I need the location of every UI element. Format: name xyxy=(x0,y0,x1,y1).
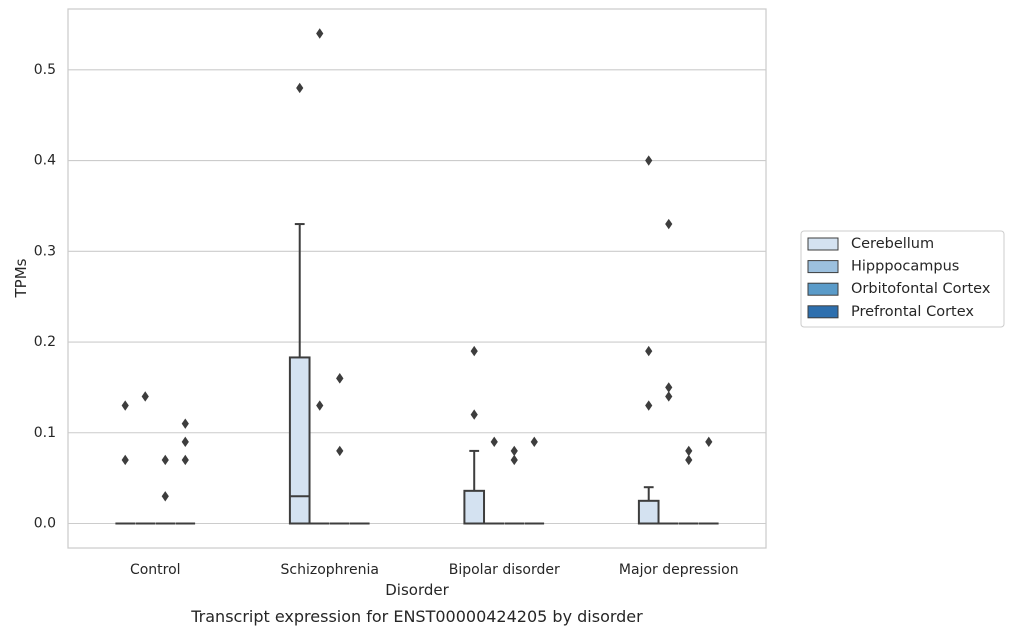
outlier-point xyxy=(161,491,169,502)
y-tick-label: 0.3 xyxy=(34,243,56,259)
outlier-point xyxy=(530,436,538,448)
y-tick-label: 0.4 xyxy=(34,153,56,169)
box-body xyxy=(463,489,486,525)
outlier-point xyxy=(645,345,653,357)
outlier-point xyxy=(665,391,673,402)
outlier-point xyxy=(705,436,713,448)
x-tick-label: Major depression xyxy=(619,562,739,578)
outlier-point xyxy=(685,445,693,457)
outlier-point xyxy=(121,400,129,411)
legend-label: Cerebellum xyxy=(851,236,934,252)
y-tick-label: 0.5 xyxy=(34,62,56,78)
y-tick-label: 0.2 xyxy=(34,334,56,350)
boxes xyxy=(115,223,719,525)
outlier-point xyxy=(316,400,324,411)
outlier-point xyxy=(645,400,653,411)
legend-label: Orbitofontal Cortex xyxy=(851,281,991,297)
box xyxy=(637,486,660,525)
legend-swatch xyxy=(807,305,839,319)
x-tick-label: Bipolar disorder xyxy=(449,562,560,578)
figure-caption: Transcript expression for ENST0000042420… xyxy=(190,607,643,626)
plot-frame xyxy=(67,8,767,549)
box xyxy=(288,223,311,525)
box xyxy=(463,449,486,525)
legend-entry: Orbitofontal Cortex xyxy=(807,281,991,297)
legend: Cerebellum Hipppocampus Orbitofontal Corte… xyxy=(800,230,1005,328)
outlier-point xyxy=(141,391,149,402)
box-body xyxy=(637,499,660,525)
box-body xyxy=(288,356,311,525)
legend-swatch xyxy=(807,282,839,296)
legend-label: Hipppocampus xyxy=(851,259,959,275)
outlier-point xyxy=(685,454,693,466)
outlier-point xyxy=(510,454,518,466)
x-axis-label: Disorder xyxy=(385,581,449,599)
outlier-point xyxy=(181,436,189,448)
x-tick-label: Control xyxy=(130,562,181,578)
y-tick-label: 0.1 xyxy=(34,425,56,441)
legend-entry: Cerebellum xyxy=(807,236,934,252)
outlier-point xyxy=(296,82,304,94)
outlier-point xyxy=(665,382,673,393)
outlier-point xyxy=(470,409,478,420)
legend-frame xyxy=(800,230,1005,328)
gridlines xyxy=(68,69,766,525)
legend-label: Prefrontal Cortex xyxy=(851,304,974,320)
y-tick-label: 0.0 xyxy=(34,516,56,532)
x-tick-label: Schizophrenia xyxy=(281,562,379,578)
outlier-point xyxy=(510,445,518,457)
outlier-point xyxy=(665,218,673,230)
outlier-point xyxy=(645,155,653,166)
outlier-point xyxy=(181,454,189,466)
x-axis-ticks: Control Schizophrenia Bipolar disorder Majo… xyxy=(130,562,739,578)
legend-swatch xyxy=(807,260,839,274)
legend-swatch xyxy=(807,237,839,251)
outlier-point xyxy=(121,454,129,466)
outlier-point xyxy=(470,345,478,357)
outlier-point xyxy=(336,445,344,457)
outlier-point xyxy=(336,373,344,384)
outlier-point xyxy=(316,28,324,39)
y-axis-ticks: 0.0 0.1 0.2 0.3 0.4 0.5 xyxy=(34,62,56,532)
outlier-point xyxy=(161,454,169,466)
outliers xyxy=(121,28,713,502)
legend-entry: Hipppocampus xyxy=(807,259,959,275)
legend-entry: Prefrontal Cortex xyxy=(807,304,974,320)
outlier-point xyxy=(490,436,498,448)
y-axis-label: TPMs xyxy=(12,258,30,298)
outlier-point xyxy=(181,418,189,429)
